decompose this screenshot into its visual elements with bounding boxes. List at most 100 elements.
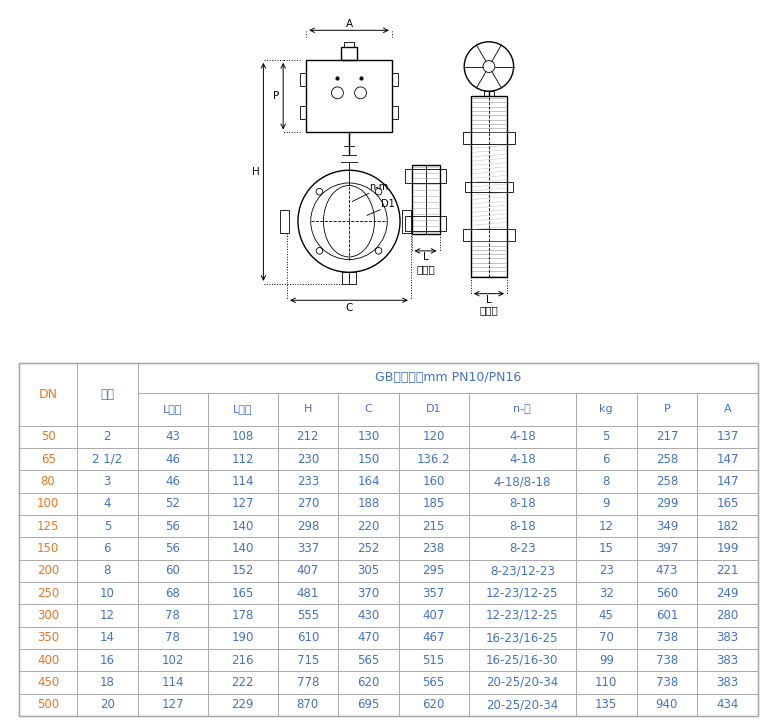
Bar <box>469 448 576 471</box>
Text: 305: 305 <box>357 564 379 577</box>
Text: 46: 46 <box>165 475 180 488</box>
Text: 337: 337 <box>297 542 319 555</box>
Text: 110: 110 <box>595 676 618 689</box>
Text: L对夹: L对夹 <box>163 405 183 415</box>
Text: 16-25/16-30: 16-25/16-30 <box>486 654 559 666</box>
Bar <box>405 216 446 231</box>
Bar <box>338 582 399 605</box>
Text: 78: 78 <box>166 609 180 622</box>
Bar <box>697 426 758 448</box>
Bar <box>277 493 338 515</box>
Bar <box>576 493 636 515</box>
Bar <box>19 448 77 471</box>
Text: 715: 715 <box>297 654 319 666</box>
Bar <box>697 671 758 694</box>
Text: 15: 15 <box>599 542 614 555</box>
Text: 23: 23 <box>599 564 614 577</box>
Text: H: H <box>253 167 260 177</box>
Text: 515: 515 <box>423 654 445 666</box>
Text: 434: 434 <box>716 698 739 711</box>
Bar <box>697 605 758 626</box>
Bar <box>277 626 338 649</box>
Text: 222: 222 <box>232 676 254 689</box>
Text: 695: 695 <box>357 698 380 711</box>
Bar <box>138 560 207 582</box>
Bar <box>469 671 576 694</box>
Text: C: C <box>345 302 353 312</box>
Text: 229: 229 <box>232 698 254 711</box>
Bar <box>471 96 507 277</box>
Text: 4-18/8-18: 4-18/8-18 <box>493 475 551 488</box>
Bar <box>697 537 758 560</box>
Text: 100: 100 <box>37 497 59 510</box>
Text: kg: kg <box>599 405 613 415</box>
Text: 6: 6 <box>103 542 111 555</box>
Bar <box>697 694 758 716</box>
Bar <box>341 46 357 60</box>
Text: 英寸: 英寸 <box>100 388 114 401</box>
Bar <box>19 515 77 537</box>
Text: 114: 114 <box>232 475 254 488</box>
Text: A: A <box>723 405 731 415</box>
Text: 870: 870 <box>297 698 319 711</box>
Text: 10: 10 <box>100 587 115 600</box>
Text: 238: 238 <box>423 542 445 555</box>
Text: 46: 46 <box>165 452 180 465</box>
Bar <box>138 537 207 560</box>
Text: 52: 52 <box>166 497 180 510</box>
Bar <box>207 649 277 671</box>
Text: 200: 200 <box>37 564 59 577</box>
Bar <box>207 560 277 582</box>
Bar <box>697 393 758 426</box>
Text: 5: 5 <box>103 520 111 533</box>
Bar <box>697 626 758 649</box>
Bar <box>338 448 399 471</box>
Bar <box>77 694 138 716</box>
Text: 610: 610 <box>297 631 319 645</box>
Text: 12: 12 <box>599 520 614 533</box>
Bar <box>138 626 207 649</box>
Text: 199: 199 <box>716 542 739 555</box>
Bar <box>77 362 138 426</box>
Text: n-m: n-m <box>369 182 388 192</box>
Bar <box>207 493 277 515</box>
Bar <box>338 626 399 649</box>
Bar <box>19 671 77 694</box>
Text: 298: 298 <box>297 520 319 533</box>
Bar <box>277 649 338 671</box>
Bar <box>402 210 411 233</box>
Bar <box>576 582 636 605</box>
Bar <box>484 91 494 96</box>
Text: 620: 620 <box>423 698 445 711</box>
Text: 178: 178 <box>232 609 254 622</box>
Bar <box>576 649 636 671</box>
Text: 法兰式: 法兰式 <box>479 305 498 315</box>
Text: 400: 400 <box>37 654 59 666</box>
Text: 12-23/12-25: 12-23/12-25 <box>486 609 559 622</box>
Text: 212: 212 <box>297 431 319 444</box>
Text: 738: 738 <box>656 676 678 689</box>
Bar <box>77 582 138 605</box>
Bar <box>399 515 469 537</box>
Text: 350: 350 <box>37 631 59 645</box>
Bar <box>277 560 338 582</box>
Text: n-湫: n-湫 <box>514 405 531 415</box>
Bar <box>636 605 697 626</box>
Bar <box>277 537 338 560</box>
Text: 164: 164 <box>357 475 380 488</box>
Bar <box>207 448 277 471</box>
Text: L: L <box>486 295 492 305</box>
Text: H: H <box>304 405 312 415</box>
Bar <box>576 605 636 626</box>
Bar <box>77 560 138 582</box>
Text: 555: 555 <box>297 609 319 622</box>
Bar <box>138 448 207 471</box>
Text: 738: 738 <box>656 631 678 645</box>
Text: 165: 165 <box>232 587 254 600</box>
Text: GB国标尺寸mm PN10/PN16: GB国标尺寸mm PN10/PN16 <box>375 371 521 384</box>
Bar <box>399 626 469 649</box>
Text: 102: 102 <box>162 654 184 666</box>
Bar <box>338 426 399 448</box>
Text: 3: 3 <box>103 475 111 488</box>
Bar <box>469 694 576 716</box>
